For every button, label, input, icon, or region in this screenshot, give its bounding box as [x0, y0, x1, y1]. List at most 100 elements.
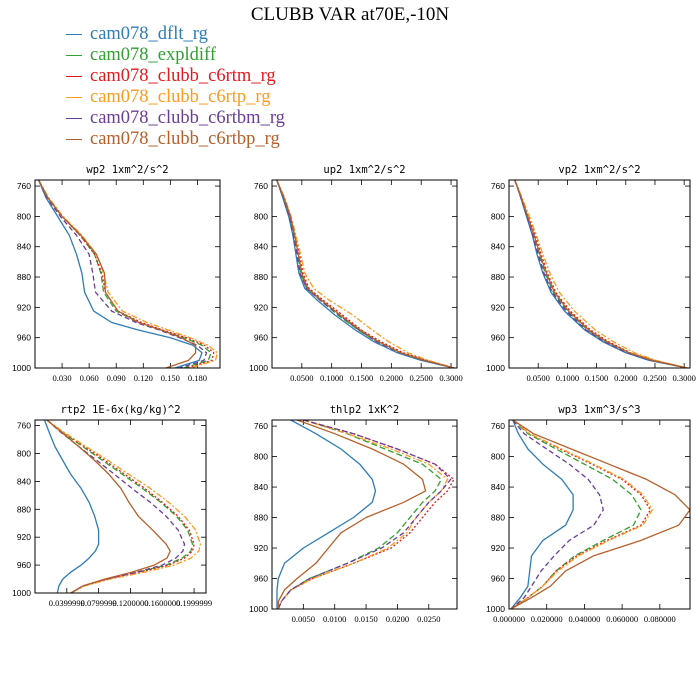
x-tick-label: 0.1000: [556, 373, 579, 383]
legend-label: cam078_expldiff: [90, 45, 217, 65]
series-line-1: [277, 420, 442, 609]
legend-swatch: [66, 139, 82, 140]
x-tick-label: 0.0799999: [81, 598, 117, 608]
y-tick-label: 920: [254, 302, 268, 312]
y-tick-label: 840: [491, 482, 505, 492]
x-tick-label: 0.0250: [417, 614, 440, 624]
y-tick-label: 840: [17, 242, 31, 252]
figure-title: CLUBB VAR at70E,-10N: [250, 4, 450, 25]
x-tick-label: 0.000000: [493, 614, 525, 624]
y-tick-label: 840: [491, 242, 505, 252]
series-line-4: [38, 180, 208, 368]
x-tick-label: 0.1200000: [112, 598, 148, 608]
panel-2: vp2 1xm^2/s^2 760 800 840 880 920 960 1000 0.050…: [486, 164, 696, 383]
x-tick-label: 0.3000: [672, 373, 695, 383]
series-line-1: [38, 180, 212, 368]
plot-frame: [508, 179, 691, 369]
plot-frame: [271, 419, 458, 610]
x-tick-label: 0.2500: [643, 373, 666, 383]
x-tick-label: 0.0050: [292, 614, 315, 624]
y-tick-label: 760: [491, 421, 505, 431]
y-tick-label: 960: [491, 574, 505, 584]
y-tick-label: 760: [17, 421, 31, 431]
x-tick-label: 0.2000: [380, 373, 403, 383]
legend-label: cam078_clubb_c6rtp_rg: [90, 87, 271, 107]
y-tick-label: 800: [254, 452, 268, 462]
series-line-3: [514, 180, 688, 368]
series-line-2: [46, 420, 195, 593]
panel-4: thlp2 1xK^2 760 800 840 880 920 960 1000 0.0050 0…: [249, 404, 458, 624]
panel-1: up2 1xm^2/s^2 760 800 840 880 920 960 1000 0.050…: [249, 164, 463, 383]
x-tick-label: 0.040000: [568, 614, 600, 624]
x-tick-label: 0.030: [53, 373, 72, 383]
x-tick-label: 0.1500: [585, 373, 608, 383]
y-tick-label: 880: [17, 504, 31, 514]
y-tick-label: 760: [17, 181, 31, 191]
series-line-0: [276, 420, 377, 609]
y-tick-label: 1000: [12, 588, 31, 598]
series-line-5: [510, 420, 690, 609]
y-tick-label: 800: [491, 452, 505, 462]
x-tick-label: 0.150: [161, 373, 180, 383]
plot-frame: [34, 179, 221, 369]
series-line-3: [276, 180, 455, 368]
series-line-4: [510, 420, 604, 609]
series-line-5: [277, 420, 427, 609]
series-line-3: [277, 420, 449, 609]
legend-label: cam078_dflt_rg: [90, 24, 208, 44]
y-tick-label: 840: [254, 242, 268, 252]
x-tick-label: 0.120: [134, 373, 153, 383]
x-tick-label: 0.3000: [439, 373, 462, 383]
legend-swatch: [66, 34, 82, 35]
y-tick-label: 840: [17, 476, 31, 486]
panel-title: wp2 1xm^2/s^2: [86, 164, 168, 176]
x-tick-label: 0.0100: [323, 614, 346, 624]
series-line-0: [514, 180, 688, 368]
panel-title: thlp2 1xK^2: [330, 404, 400, 416]
x-tick-label: 0.0150: [354, 614, 377, 624]
x-tick-label: 0.090: [107, 373, 126, 383]
y-tick-label: 920: [491, 543, 505, 553]
series-line-4: [276, 180, 455, 368]
series-line-0: [37, 180, 203, 368]
y-tick-label: 800: [17, 448, 31, 458]
y-tick-label: 1000: [249, 363, 268, 373]
series-line-2: [38, 180, 215, 368]
y-tick-label: 920: [254, 543, 268, 553]
y-tick-label: 880: [491, 272, 505, 282]
series-line-4: [277, 420, 452, 609]
plot-frame: [508, 419, 691, 610]
x-tick-label: 0.0500: [290, 373, 313, 383]
x-tick-label: 0.080000: [644, 614, 676, 624]
x-tick-label: 0.0500: [527, 373, 550, 383]
y-tick-label: 920: [491, 302, 505, 312]
series-line-3: [46, 420, 202, 593]
legend-swatch: [66, 76, 82, 77]
y-tick-label: 1000: [486, 363, 505, 373]
y-tick-label: 960: [17, 560, 31, 570]
x-tick-label: 0.1999999: [176, 598, 212, 608]
y-tick-label: 960: [254, 333, 268, 343]
panel-3: rtp2 1E-6x(kg/kg)^2 760 800 840 880 920 960 100…: [12, 404, 212, 608]
y-tick-label: 960: [254, 574, 268, 584]
panel-5: wp3 1xm^3/s^3 760 800 840 880 920 960 10000.000…: [486, 404, 691, 624]
legend-swatch: [66, 55, 82, 56]
series-line-1: [510, 420, 642, 609]
panel-0: wp2 1xm^2/s^2 760 800 840 880 920 960 1000 0.030…: [12, 164, 221, 383]
y-tick-label: 1000: [12, 363, 31, 373]
y-tick-label: 760: [254, 181, 268, 191]
y-tick-label: 800: [254, 211, 268, 221]
y-tick-label: 880: [17, 272, 31, 282]
series-line-2: [276, 180, 455, 368]
series-line-3: [510, 420, 653, 609]
legend-swatch: [66, 97, 82, 98]
x-tick-label: 0.1500: [350, 373, 373, 383]
x-tick-label: 0.1600000: [144, 598, 180, 608]
y-tick-label: 760: [254, 421, 268, 431]
series-line-2: [510, 420, 652, 609]
y-tick-label: 920: [17, 532, 31, 542]
y-tick-label: 760: [491, 181, 505, 191]
panel-title: rtp2 1E-6x(kg/kg)^2: [60, 404, 180, 416]
y-tick-label: 960: [17, 333, 31, 343]
